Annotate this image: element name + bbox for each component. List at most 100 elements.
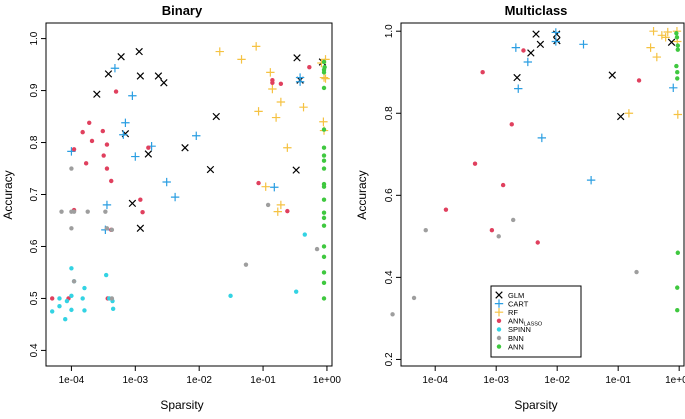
series-bnn (59, 166, 320, 301)
data-point (69, 266, 74, 271)
data-point (673, 110, 683, 119)
data-point (69, 166, 74, 171)
data-point (321, 184, 327, 189)
data-point (276, 97, 286, 107)
legend-marker (496, 344, 502, 349)
data-point (261, 182, 270, 191)
data-point (675, 43, 681, 48)
x-axis-label: Sparsity (514, 398, 557, 412)
data-point (278, 81, 284, 87)
data-point (160, 79, 168, 87)
data-point (59, 209, 64, 214)
data-point (510, 217, 516, 223)
data-point (675, 76, 680, 81)
series-bnn (390, 217, 639, 317)
data-point (321, 70, 327, 75)
chart-title: Binary (162, 3, 203, 18)
series-spinn (49, 232, 307, 322)
data-point (192, 131, 201, 140)
data-point (87, 120, 92, 125)
data-point (661, 33, 670, 42)
x-tick-label: 1e-02 (544, 375, 570, 386)
data-point (496, 234, 501, 239)
data-point (215, 47, 224, 56)
data-point (154, 72, 163, 80)
data-point (119, 130, 128, 139)
plot-frame (400, 22, 685, 367)
legend-label-text: ANN (508, 342, 524, 351)
data-point (103, 272, 109, 278)
data-point (71, 147, 77, 152)
chart-title: Multiclass (505, 3, 568, 18)
data-point (104, 142, 110, 147)
data-point (295, 77, 305, 86)
data-point (135, 47, 143, 56)
data-point (307, 64, 312, 70)
data-point (271, 113, 281, 122)
data-point (675, 47, 681, 52)
legend-label-text: SPINN (508, 325, 531, 334)
x-tick-label: 1e-04 (422, 375, 448, 386)
legend-label-text: RF (508, 308, 518, 317)
data-point (276, 200, 286, 210)
data-point (675, 250, 681, 255)
y-tick-label: 0.8 (384, 106, 395, 120)
data-point (319, 73, 329, 82)
data-point (254, 107, 263, 116)
legend-marker (496, 318, 502, 323)
data-point (423, 227, 428, 233)
data-point (265, 202, 271, 208)
data-point (256, 180, 261, 186)
data-point (237, 55, 246, 64)
data-point (321, 153, 327, 158)
data-point (85, 209, 90, 214)
multiclass-panel: Multiclass Sparsity Accuracy 1e-04 1e-03 1e-0… (355, 3, 685, 412)
legend-label: SPINN (508, 325, 531, 334)
data-point (273, 207, 282, 216)
data-point (390, 312, 395, 317)
data-point (270, 80, 275, 85)
data-point (69, 293, 74, 299)
data-point (228, 293, 233, 299)
data-point (104, 166, 110, 171)
data-point (283, 143, 292, 152)
data-point (551, 37, 561, 46)
data-point (292, 166, 300, 174)
legend-marker (495, 291, 503, 299)
data-point (634, 269, 639, 275)
data-point (321, 197, 327, 202)
data-point (69, 226, 74, 231)
legend-label: CART (508, 299, 529, 308)
data-point (80, 129, 85, 135)
data-point (674, 63, 679, 69)
data-point (113, 89, 119, 94)
data-point (140, 209, 145, 215)
data-point (266, 68, 275, 77)
data-point (579, 40, 588, 49)
y-tick-label: 0.6 (29, 239, 40, 253)
data-point (162, 177, 171, 187)
x-tick-label: 1e+00 (313, 375, 342, 386)
data-point (553, 36, 561, 45)
data-point (667, 38, 676, 47)
data-point (270, 183, 279, 192)
y-axis-label: Accuracy (355, 170, 369, 219)
data-point (500, 182, 506, 188)
data-point (212, 112, 220, 121)
data-point (675, 308, 680, 313)
data-point (321, 215, 327, 221)
data-point (321, 296, 327, 301)
x-tick-label: 1e-03 (123, 375, 149, 386)
data-point (83, 161, 89, 166)
data-point (321, 166, 327, 171)
data-point (513, 73, 521, 82)
legend-label: ANN (508, 342, 524, 351)
data-point (109, 296, 115, 301)
data-point (649, 27, 658, 36)
legend-box (490, 285, 582, 358)
data-point (206, 165, 215, 174)
legend-marker (496, 327, 502, 332)
legend-marker (494, 299, 504, 308)
x-tick-label: 1e-01 (250, 375, 276, 386)
x-tick-label: 1e-01 (605, 375, 631, 386)
